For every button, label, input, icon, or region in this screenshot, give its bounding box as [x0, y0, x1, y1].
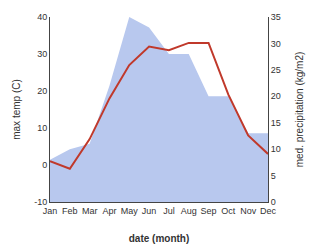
svg-text:Aug: Aug: [181, 206, 197, 216]
svg-text:Sep: Sep: [201, 206, 217, 216]
svg-text:Apr: Apr: [102, 206, 116, 216]
svg-text:20: 20: [271, 91, 281, 101]
svg-text:Jun: Jun: [142, 206, 157, 216]
svg-text:Dec: Dec: [260, 206, 277, 216]
svg-text:Feb: Feb: [62, 206, 78, 216]
svg-text:30: 30: [37, 49, 47, 59]
svg-text:May: May: [121, 206, 139, 216]
svg-text:10: 10: [37, 123, 47, 133]
svg-text:25: 25: [271, 65, 281, 75]
svg-text:0: 0: [42, 160, 47, 170]
svg-text:0: 0: [271, 197, 276, 207]
svg-text:Mar: Mar: [82, 206, 98, 216]
svg-text:5: 5: [271, 171, 276, 181]
svg-text:max temp (C): max temp (C): [11, 79, 22, 140]
svg-text:15: 15: [271, 118, 281, 128]
svg-text:date (month): date (month): [129, 233, 190, 244]
svg-text:Jul: Jul: [163, 206, 175, 216]
svg-text:Oct: Oct: [221, 206, 236, 216]
svg-text:40: 40: [37, 12, 47, 22]
svg-text:10: 10: [271, 144, 281, 154]
svg-text:20: 20: [37, 86, 47, 96]
svg-text:Jan: Jan: [43, 206, 58, 216]
svg-text:35: 35: [271, 12, 281, 22]
svg-text:-10: -10: [34, 197, 47, 207]
svg-text:med. precipitation (kg/m2): med. precipitation (kg/m2): [294, 52, 305, 168]
svg-text:Nov: Nov: [240, 206, 257, 216]
svg-text:30: 30: [271, 39, 281, 49]
